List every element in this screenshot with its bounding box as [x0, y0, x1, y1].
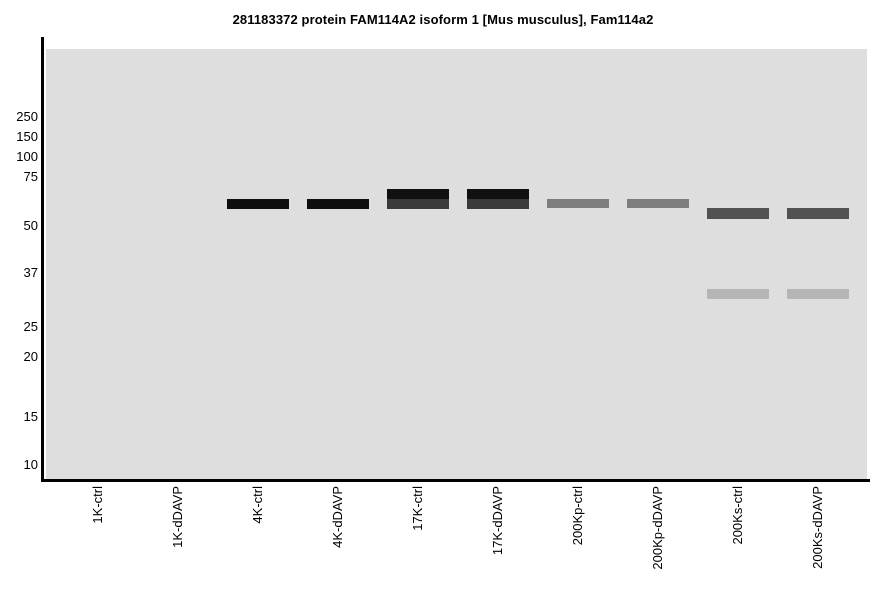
y-tick-label: 25 — [23, 319, 38, 334]
y-tick-label: 100 — [16, 149, 38, 164]
y-tick-label: 75 — [23, 169, 38, 184]
x-tick-label: 1K-ctrl — [90, 486, 105, 524]
y-tick-label: 20 — [23, 349, 38, 364]
x-tick-label: 17K-dDAVP — [490, 486, 505, 556]
y-axis-line — [41, 37, 44, 482]
y-tick-label: 10 — [23, 457, 38, 472]
y-tick-label: 37 — [23, 265, 38, 280]
y-tick-label: 15 — [23, 409, 38, 424]
x-tick-label: 17K-ctrl — [410, 486, 425, 531]
band — [627, 199, 689, 208]
x-tick-label: 4K-dDAVP — [330, 486, 345, 548]
band — [307, 199, 369, 209]
band — [707, 289, 769, 299]
x-axis-line — [41, 479, 870, 482]
x-tick-label: 200Kp-ctrl — [570, 486, 585, 546]
band — [227, 199, 289, 209]
y-tick-label: 250 — [16, 109, 38, 124]
band — [467, 189, 529, 199]
x-tick-label: 200Ks-dDAVP — [810, 486, 825, 569]
band — [787, 289, 849, 299]
x-tick-label: 200Ks-ctrl — [730, 486, 745, 545]
chart-title: 281183372 protein FAM114A2 isoform 1 [Mu… — [232, 12, 654, 27]
x-tick-label: 200Kp-dDAVP — [650, 486, 665, 570]
x-tick-label: 1K-dDAVP — [170, 486, 185, 548]
band — [387, 199, 449, 209]
band — [547, 199, 609, 208]
y-tick-label: 50 — [23, 218, 38, 233]
band — [787, 208, 849, 219]
band — [467, 199, 529, 209]
x-tick-label: 4K-ctrl — [250, 486, 265, 524]
band — [707, 208, 769, 219]
y-tick-label: 150 — [16, 129, 38, 144]
plot-area — [46, 49, 867, 479]
band — [387, 189, 449, 199]
